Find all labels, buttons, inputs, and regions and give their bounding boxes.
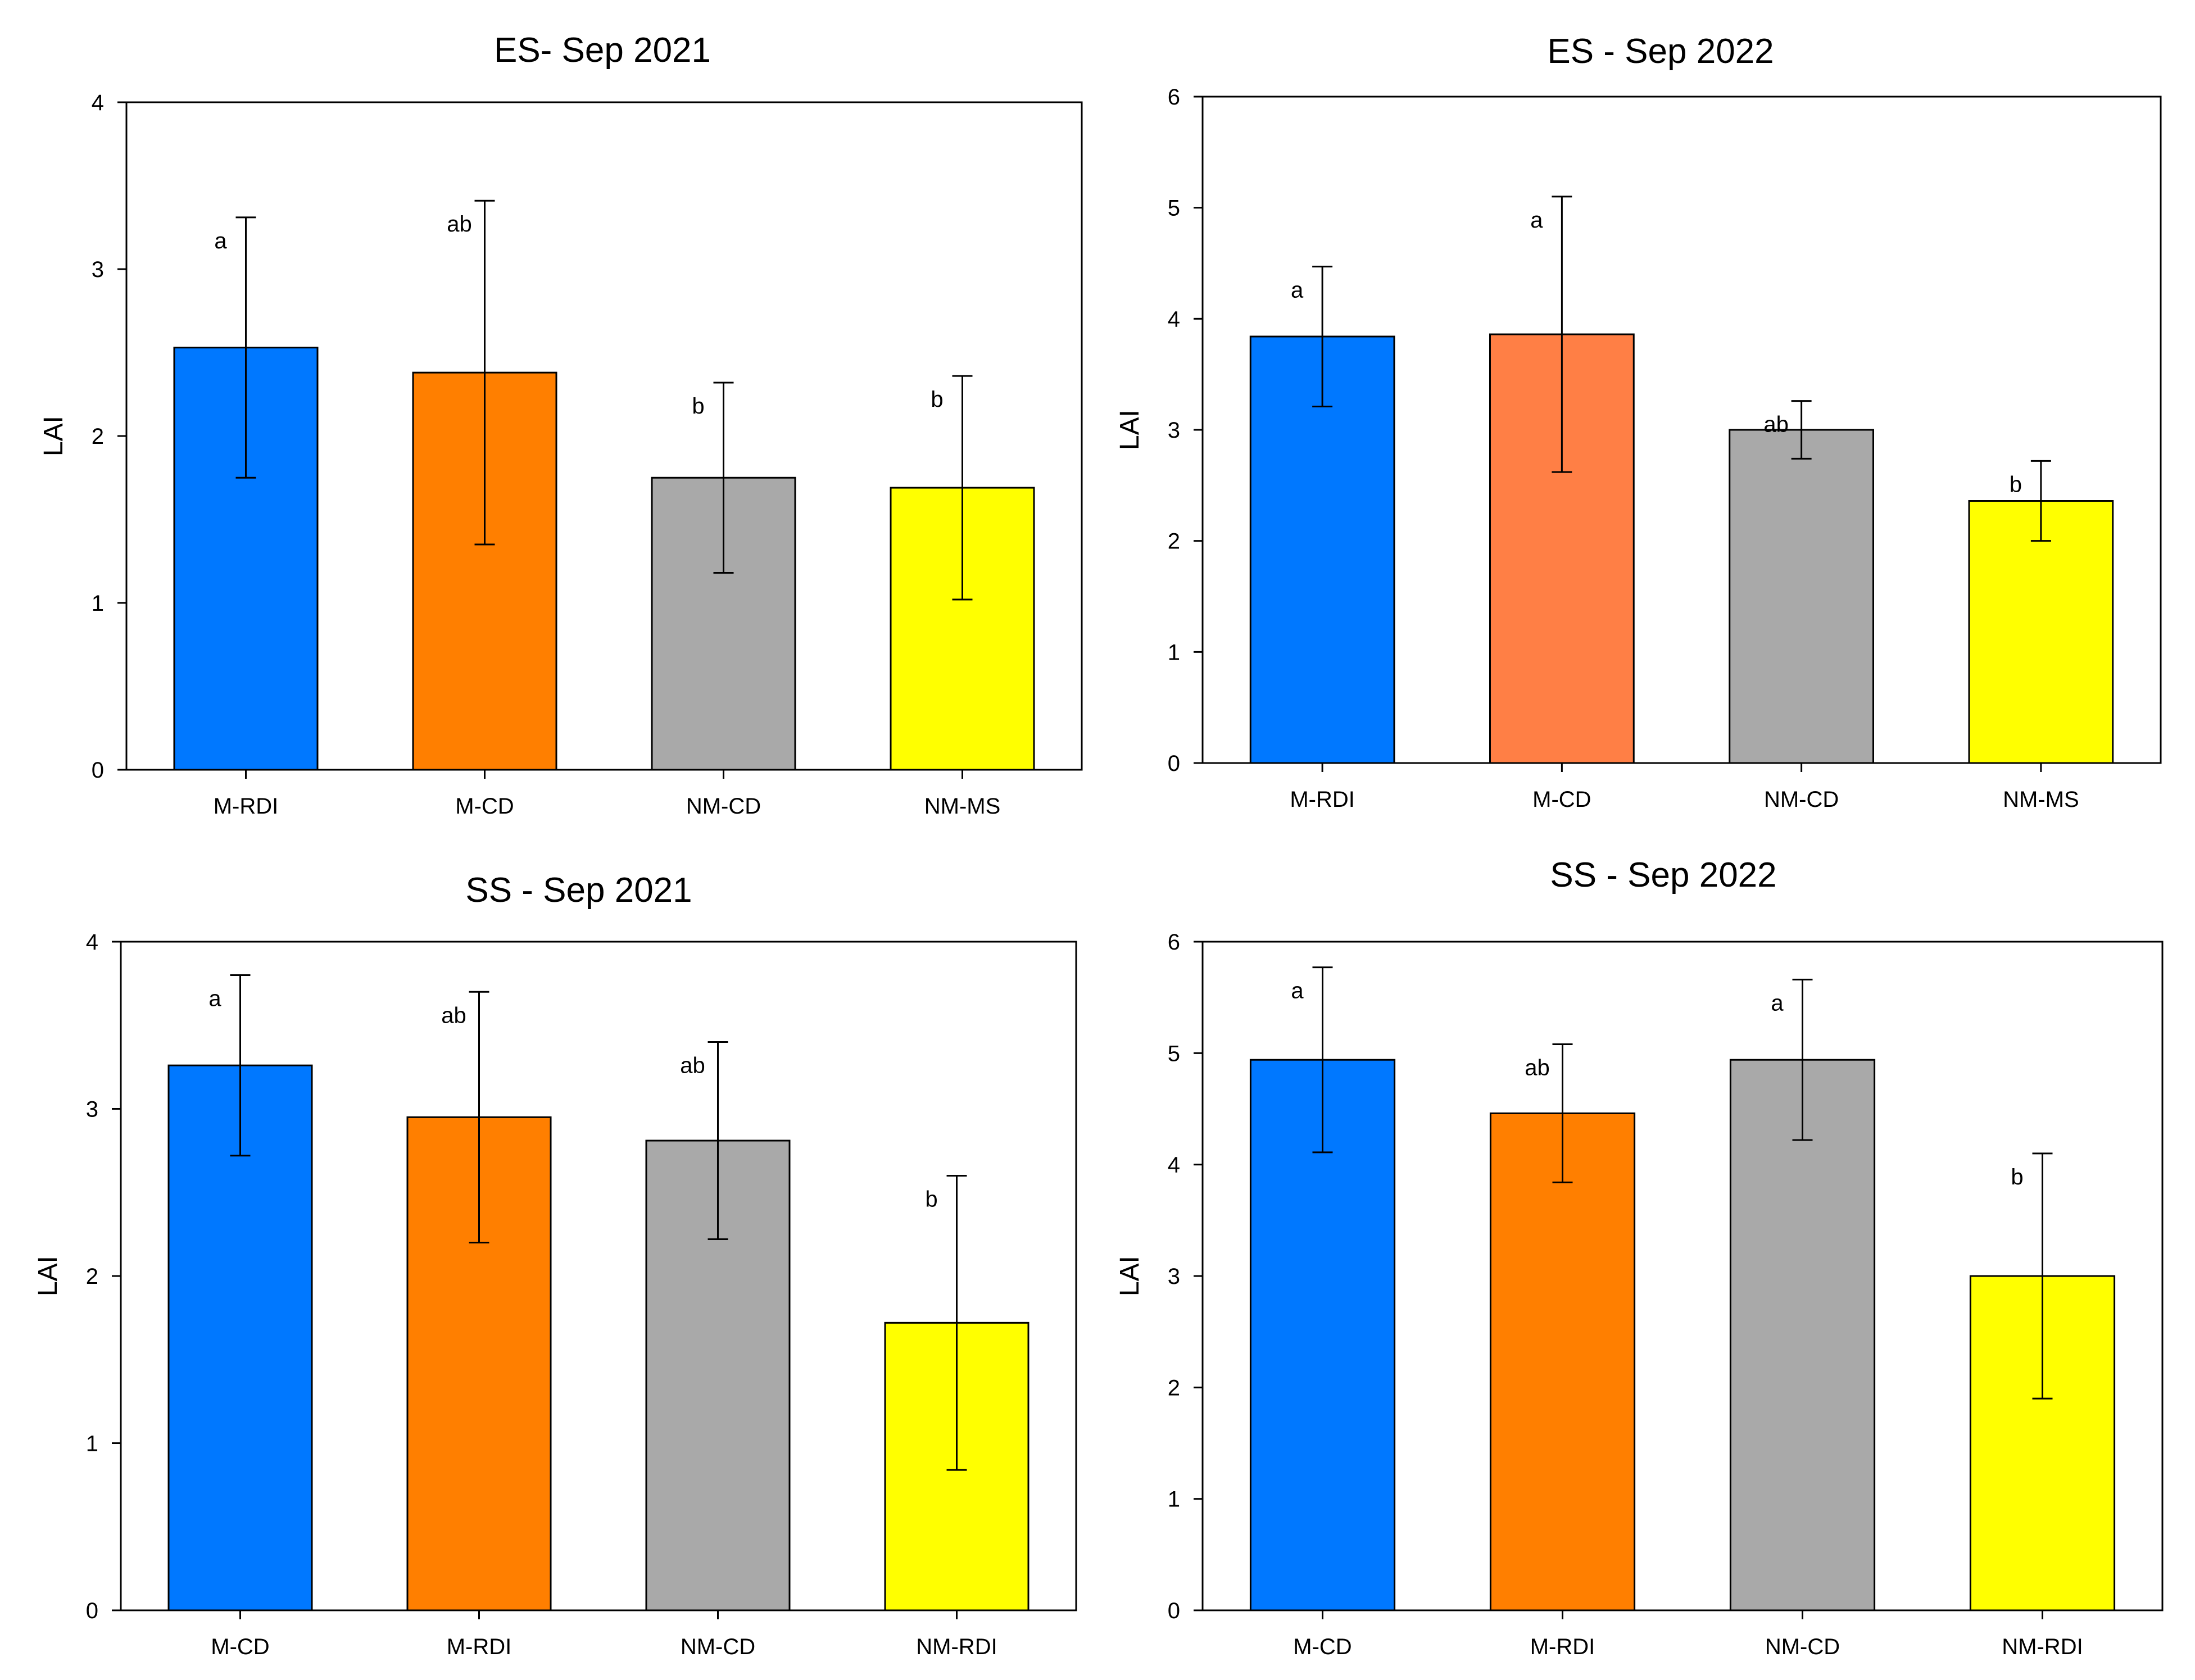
significance-letter: ab bbox=[680, 1054, 705, 1078]
significance-letter: a bbox=[1291, 278, 1304, 302]
y-tick-label: 2 bbox=[1168, 529, 1180, 554]
chart-panel-ss-2022: SS - Sep 2022 LAI 0 1 2 3 4 5 6 a M-CD ab M-RDI a NM-C… bbox=[1115, 856, 2164, 1659]
y-tick-label: 4 bbox=[86, 930, 98, 955]
x-tick-label: M-CD bbox=[1532, 787, 1591, 812]
x-tick-label: NM-CD bbox=[686, 794, 761, 819]
x-tick-label: M-CD bbox=[211, 1634, 269, 1659]
chart-panel-es-2021: ES- Sep 2021 LAI 0 1 2 3 4 a M-RDI ab M-CD b NM-CD b N… bbox=[39, 31, 1083, 819]
significance-letter: b bbox=[2011, 1165, 2023, 1189]
x-tick-label: NM-MS bbox=[2003, 787, 2079, 812]
y-tick-label: 1 bbox=[1168, 1487, 1180, 1512]
y-tick-label: 0 bbox=[86, 1599, 98, 1623]
y-tick-label: 3 bbox=[1168, 1264, 1180, 1289]
chart-title: ES - Sep 2022 bbox=[1547, 32, 1774, 71]
y-tick-label: 4 bbox=[92, 90, 104, 115]
bar-nm-cd bbox=[1729, 1059, 1876, 1611]
significance-letter: a bbox=[1291, 979, 1304, 1004]
y-tick-label: 0 bbox=[1168, 1599, 1180, 1623]
plot-frame bbox=[1201, 941, 2164, 1611]
y-tick-label: 4 bbox=[1168, 307, 1180, 332]
chart-panel-ss-2021: SS - Sep 2021 LAI 0 1 2 3 4 a M-CD ab M-RDI ab NM-CD… bbox=[33, 871, 1077, 1659]
y-axis-label: LAI bbox=[1115, 410, 1145, 450]
plot-frame bbox=[1201, 96, 2162, 764]
significance-letter: a bbox=[1530, 208, 1543, 233]
x-tick-label: M-CD bbox=[1293, 1634, 1352, 1659]
y-tick-label: 1 bbox=[92, 591, 104, 616]
significance-letter: a bbox=[1771, 991, 1784, 1015]
plot-frame bbox=[120, 941, 1077, 1611]
y-tick-label: 3 bbox=[92, 257, 104, 282]
y-tick-label: 6 bbox=[1168, 85, 1180, 110]
significance-letter: ab bbox=[1525, 1055, 1550, 1080]
x-tick-label: NM-MS bbox=[924, 794, 1001, 819]
significance-letter: ab bbox=[441, 1003, 466, 1028]
y-tick-label: 3 bbox=[86, 1097, 98, 1122]
significance-letter: b bbox=[2010, 472, 2022, 497]
y-axis-label: LAI bbox=[33, 1256, 63, 1296]
x-tick-label: M-RDI bbox=[214, 794, 279, 819]
bar-nm-cd bbox=[1729, 429, 1874, 764]
significance-letter: b bbox=[931, 387, 943, 412]
significance-letter: a bbox=[214, 229, 227, 253]
x-tick-label: NM-RDI bbox=[916, 1634, 997, 1659]
y-tick-label: 4 bbox=[1168, 1153, 1180, 1178]
x-tick-label: M-RDI bbox=[1290, 787, 1355, 812]
y-tick-label: 2 bbox=[86, 1264, 98, 1289]
significance-letter: b bbox=[925, 1187, 937, 1212]
significance-letter: ab bbox=[1763, 412, 1789, 437]
y-tick-label: 0 bbox=[1168, 751, 1180, 776]
x-tick-label: M-RDI bbox=[447, 1634, 512, 1659]
x-tick-label: M-RDI bbox=[1530, 1634, 1595, 1659]
significance-letter: a bbox=[208, 987, 221, 1011]
plot-frame bbox=[125, 101, 1083, 771]
significance-letter: b bbox=[692, 394, 704, 419]
y-tick-label: 6 bbox=[1168, 930, 1180, 955]
x-tick-label: NM-CD bbox=[681, 1634, 755, 1659]
significance-letter: ab bbox=[447, 212, 472, 237]
chart-title: SS - Sep 2022 bbox=[1550, 856, 1776, 895]
x-tick-label: NM-CD bbox=[1765, 1634, 1840, 1659]
x-tick-label: NM-CD bbox=[1764, 787, 1839, 812]
y-axis-label: LAI bbox=[39, 416, 69, 456]
y-tick-label: 3 bbox=[1168, 418, 1180, 443]
y-tick-label: 1 bbox=[1168, 640, 1180, 665]
y-tick-label: 2 bbox=[92, 424, 104, 449]
y-tick-label: 1 bbox=[86, 1432, 98, 1456]
chart-title: ES- Sep 2021 bbox=[494, 31, 711, 70]
chart-panel-es-2022: ES - Sep 2022 LAI 0 1 2 3 4 5 6 a M-RDI a M-CD ab NM-C… bbox=[1115, 32, 2162, 812]
y-axis-label: LAI bbox=[1115, 1256, 1145, 1296]
y-tick-label: 2 bbox=[1168, 1375, 1180, 1400]
y-tick-label: 5 bbox=[1168, 1041, 1180, 1066]
bar-m-rdi bbox=[1489, 1112, 1636, 1611]
x-tick-label: M-CD bbox=[455, 794, 514, 819]
x-tick-label: NM-RDI bbox=[2002, 1634, 2083, 1659]
chart-title: SS - Sep 2021 bbox=[465, 871, 692, 910]
y-tick-label: 5 bbox=[1168, 196, 1180, 221]
y-tick-label: 0 bbox=[92, 758, 104, 783]
